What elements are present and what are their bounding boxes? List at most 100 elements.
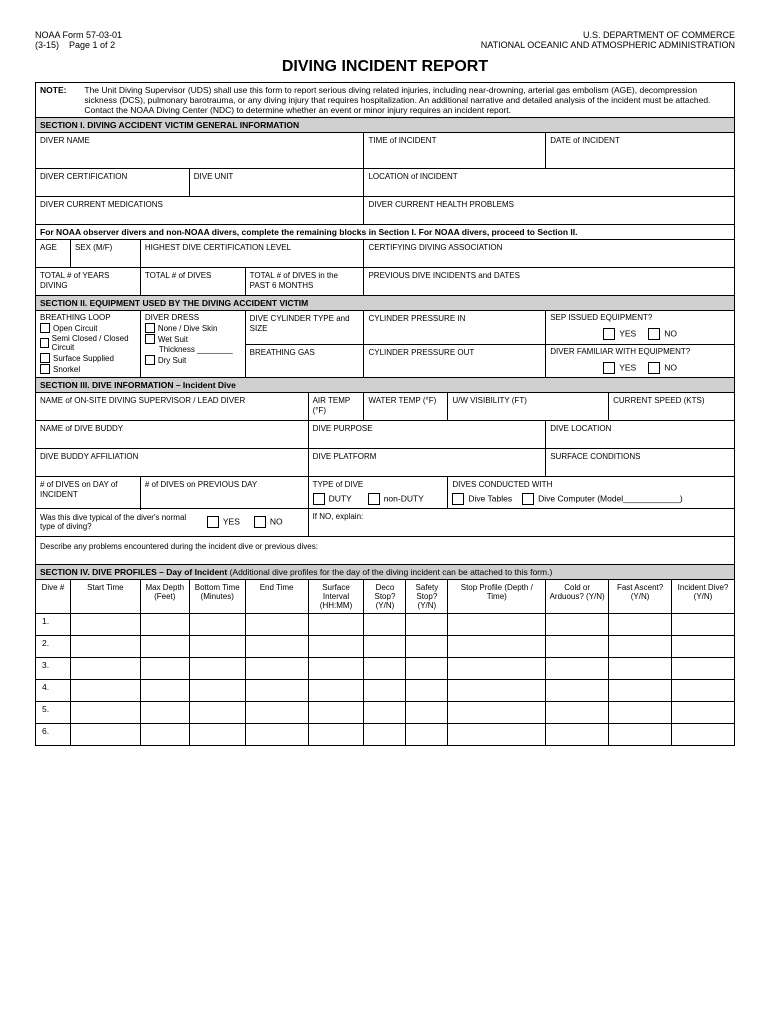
dress-thick-label: Thickness ________: [159, 345, 233, 354]
section4-header: SECTION IV. DIVE PROFILES – Day of Incid…: [36, 565, 735, 580]
time-incident-label: TIME of INCIDENT: [368, 136, 436, 145]
dive-row-3[interactable]: 3.: [36, 658, 71, 680]
col-cold: Cold or Arduous? (Y/N): [546, 580, 609, 614]
typical-yes-label: YES: [223, 516, 240, 526]
duty-label: DUTY: [329, 493, 352, 503]
dive-tables-checkbox[interactable]: [452, 493, 464, 505]
dives-6mo-label: TOTAL # of DIVES in the PAST 6 MONTHS: [250, 271, 338, 290]
department: U.S. DEPARTMENT OF COMMERCE: [481, 30, 735, 40]
col-end: End Time: [245, 580, 308, 614]
section1-instruction: For NOAA observer divers and non-NOAA di…: [36, 225, 735, 240]
col-dive-num: Dive #: [36, 580, 71, 614]
sep-equip-label: SEP ISSUED EQUIPMENT?: [550, 313, 730, 322]
sep-no-checkbox[interactable]: [648, 328, 660, 340]
familiar-yes-label: YES: [619, 362, 636, 372]
breathing-loop-label: BREATHING LOOP: [40, 313, 136, 322]
familiar-yes-checkbox[interactable]: [603, 362, 615, 374]
nonduty-checkbox[interactable]: [368, 493, 380, 505]
sex-label: SEX (M/F): [75, 243, 112, 252]
diver-dress-label: DIVER DRESS: [145, 313, 241, 322]
water-temp-label: WATER TEMP (°F): [368, 396, 436, 405]
semi-closed-checkbox[interactable]: [40, 338, 49, 348]
press-in-label: CYLINDER PRESSURE IN: [368, 314, 465, 323]
typical-yes-checkbox[interactable]: [207, 516, 219, 528]
dive-unit-label: DIVE UNIT: [194, 172, 234, 181]
section3-header: SECTION III. DIVE INFORMATION – Incident…: [36, 378, 735, 393]
col-ascent: Fast Ascent? (Y/N): [609, 580, 672, 614]
sep-no-label: NO: [664, 328, 677, 338]
type-dive-label: TYPE of DIVE: [313, 480, 444, 489]
dive-computer-label: Dive Computer (Model____________): [538, 493, 683, 503]
col-deco: Deco Stop? (Y/N): [364, 580, 406, 614]
dress-wet-checkbox[interactable]: [145, 334, 155, 344]
form-revision: (3-15): [35, 40, 59, 50]
section4-note: (Additional dive profiles for the day of…: [230, 567, 553, 577]
dress-wet-label: Wet Suit: [158, 335, 188, 344]
col-incident: Incident Dive? (Y/N): [672, 580, 735, 614]
dive-computer-checkbox[interactable]: [522, 493, 534, 505]
surface-cond-label: SURFACE CONDITIONS: [550, 452, 640, 461]
dive-row-6[interactable]: 6.: [36, 724, 71, 746]
dive-location-label: DIVE LOCATION: [550, 424, 611, 433]
dive-tables-label: Dive Tables: [468, 493, 512, 503]
section1-header: SECTION I. DIVING ACCIDENT VICTIM GENERA…: [36, 118, 735, 133]
dress-dry-label: Dry Suit: [158, 356, 186, 365]
main-form-table: NOTE: The Unit Diving Supervisor (UDS) s…: [35, 82, 735, 746]
sep-yes-label: YES: [619, 328, 636, 338]
dive-row-5[interactable]: 5.: [36, 702, 71, 724]
surface-supplied-label: Surface Supplied: [53, 354, 114, 363]
duty-checkbox[interactable]: [313, 493, 325, 505]
highest-cert-label: HIGHEST DIVE CERTIFICATION LEVEL: [145, 243, 291, 252]
page-number: Page 1 of 2: [69, 40, 115, 50]
col-start: Start Time: [70, 580, 140, 614]
total-dives-label: TOTAL # of DIVES: [145, 271, 212, 280]
cylinder-type-label: DIVE CYLINDER TYPE and SIZE: [250, 314, 350, 333]
air-temp-label: AIR TEMP (°F): [313, 396, 351, 415]
if-no-label: If NO, explain:: [313, 512, 364, 521]
typical-no-label: NO: [270, 516, 283, 526]
col-bottom: Bottom Time (Minutes): [189, 580, 245, 614]
supervisor-label: NAME of ON-SITE DIVING SUPERVISOR / LEAD…: [40, 396, 245, 405]
diver-name-label: DIVER NAME: [40, 136, 90, 145]
surface-supplied-checkbox[interactable]: [40, 353, 50, 363]
dives-prev-label: # of DIVES on PREVIOUS DAY: [145, 480, 257, 489]
nonduty-label: non-DUTY: [384, 493, 424, 503]
open-circuit-label: Open Circuit: [53, 324, 97, 333]
cert-assoc-label: CERTIFYING DIVING ASSOCIATION: [368, 243, 502, 252]
buddy-affil-label: DIVE BUDDY AFFILIATION: [40, 452, 138, 461]
visibility-label: U/W VISIBILITY (FT): [452, 396, 527, 405]
dress-none-label: None / Dive Skin: [158, 324, 218, 333]
diver-cert-label: DIVER CERTIFICATION: [40, 172, 127, 181]
col-safety: Safety Stop? (Y/N): [406, 580, 448, 614]
breathing-gas-label: BREATHING GAS: [250, 348, 315, 357]
familiar-no-checkbox[interactable]: [648, 362, 660, 374]
open-circuit-checkbox[interactable]: [40, 323, 50, 333]
prev-incidents-label: PREVIOUS DIVE INCIDENTS and DATES: [368, 271, 519, 280]
typical-no-checkbox[interactable]: [254, 516, 266, 528]
dive-row-1[interactable]: 1.: [36, 614, 71, 636]
sep-yes-checkbox[interactable]: [603, 328, 615, 340]
section2-header: SECTION II. EQUIPMENT USED BY THE DIVING…: [36, 296, 735, 311]
dive-row-2[interactable]: 2.: [36, 636, 71, 658]
dress-none-checkbox[interactable]: [145, 323, 155, 333]
purpose-label: DIVE PURPOSE: [313, 424, 373, 433]
dress-dry-checkbox[interactable]: [145, 355, 155, 365]
agency: NATIONAL OCEANIC AND ATMOSPHERIC ADMINIS…: [481, 40, 735, 50]
note-label: NOTE:: [40, 85, 82, 95]
date-incident-label: DATE of INCIDENT: [550, 136, 620, 145]
form-number: NOAA Form 57-03-01: [35, 30, 122, 40]
typical-q-label: Was this dive typical of the diver's nor…: [40, 513, 193, 531]
form-title: DIVING INCIDENT REPORT: [35, 58, 735, 76]
semi-closed-label: Semi Closed / Closed Circuit: [52, 334, 136, 352]
press-out-label: CYLINDER PRESSURE OUT: [368, 348, 474, 357]
note-text: The Unit Diving Supervisor (UDS) shall u…: [84, 85, 726, 115]
dive-row-4[interactable]: 4.: [36, 680, 71, 702]
col-depth: Max Depth (Feet): [140, 580, 189, 614]
snorkel-checkbox[interactable]: [40, 364, 50, 374]
form-header: NOAA Form 57-03-01 (3-15) Page 1 of 2 U.…: [35, 30, 735, 50]
health-problems-label: DIVER CURRENT HEALTH PROBLEMS: [368, 200, 514, 209]
familiar-no-label: NO: [664, 362, 677, 372]
familiar-label: DIVER FAMILIAR WITH EQUIPMENT?: [550, 347, 730, 356]
col-stop-profile: Stop Profile (Depth / Time): [448, 580, 546, 614]
dives-day-label: # of DIVES on DAY of INCIDENT: [40, 480, 118, 499]
